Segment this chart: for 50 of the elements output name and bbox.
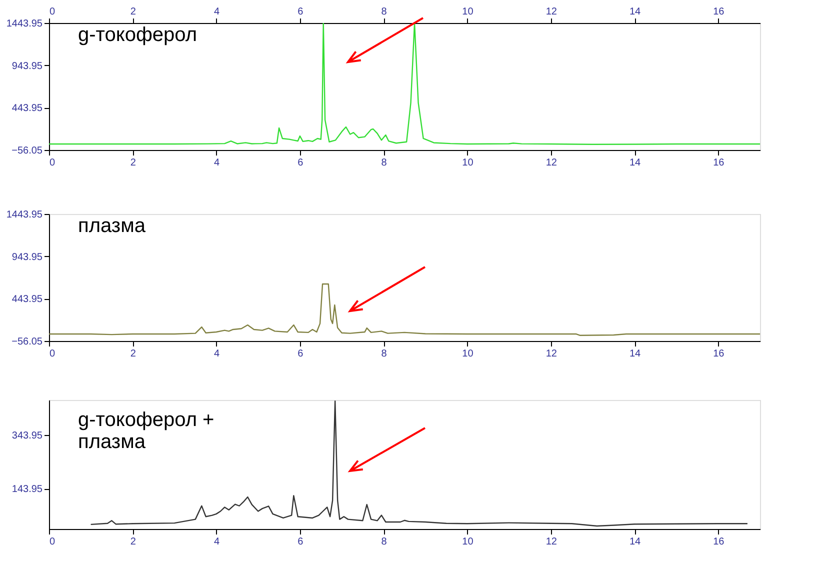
x-tick-label: 12 <box>546 536 558 548</box>
y-tick-label: 443.95 <box>12 103 43 114</box>
y-tick-label: 943.95 <box>12 252 43 263</box>
x-tick-label: 0 <box>50 348 56 360</box>
x2-tick-label: 16 <box>713 158 725 168</box>
annotation: g-токоферол + плазма <box>78 409 214 453</box>
x-tick-label: 16 <box>713 6 725 18</box>
x2-tick-label: 2 <box>130 158 136 168</box>
x2-tick-label: 4 <box>214 158 220 168</box>
y-tick-label: 443.95 <box>12 294 43 306</box>
x-tick-label: 14 <box>629 6 642 18</box>
x-tick-label: 10 <box>462 536 474 548</box>
annotation: плазма <box>78 215 146 237</box>
x-tick-label: 8 <box>381 348 388 360</box>
y-tick-label: 1443.95 <box>6 18 43 30</box>
annotation: g-токоферол <box>78 24 197 46</box>
x2-tick-label: 6 <box>298 158 304 168</box>
line-series <box>49 283 760 336</box>
x-tick-label: 14 <box>629 536 642 548</box>
x-tick-label: 8 <box>381 536 388 548</box>
y-tick-label: −56.05 <box>12 146 43 156</box>
x-tick-label: 6 <box>298 536 304 548</box>
y-tick-label: 343.95 <box>12 430 43 442</box>
x-tick-label: 12 <box>546 348 558 360</box>
x-tick-label: 4 <box>214 6 220 18</box>
x-tick-label: 4 <box>214 536 220 548</box>
x2-tick-label: 8 <box>381 158 388 168</box>
x-tick-label: 0 <box>50 536 56 548</box>
y-tick-label: −56.05 <box>12 336 43 348</box>
x-tick-label: 4 <box>214 348 220 360</box>
x-tick-label: 2 <box>130 348 136 360</box>
x-tick-label: 10 <box>462 348 474 360</box>
x2-tick-label: 0 <box>50 158 56 168</box>
y-tick-label: 1443.95 <box>6 210 43 220</box>
x-tick-label: 12 <box>546 6 558 18</box>
x2-tick-label: 14 <box>629 158 642 168</box>
y-tick-label: 143.95 <box>12 484 43 496</box>
x2-tick-label: 12 <box>546 158 558 168</box>
x2-tick-label: 10 <box>462 158 474 168</box>
x-tick-label: 10 <box>462 6 474 18</box>
x-tick-label: 16 <box>713 536 725 548</box>
x-tick-label: 6 <box>298 6 304 18</box>
x-tick-label: 6 <box>298 348 304 360</box>
y-tick-label: 943.95 <box>12 60 43 72</box>
x-tick-label: 14 <box>629 348 642 360</box>
x-tick-label: 0 <box>50 6 56 18</box>
x-tick-label: 2 <box>130 536 136 548</box>
x-tick-label: 16 <box>713 348 725 360</box>
x-tick-label: 8 <box>381 6 388 18</box>
x-tick-label: 2 <box>130 6 136 18</box>
